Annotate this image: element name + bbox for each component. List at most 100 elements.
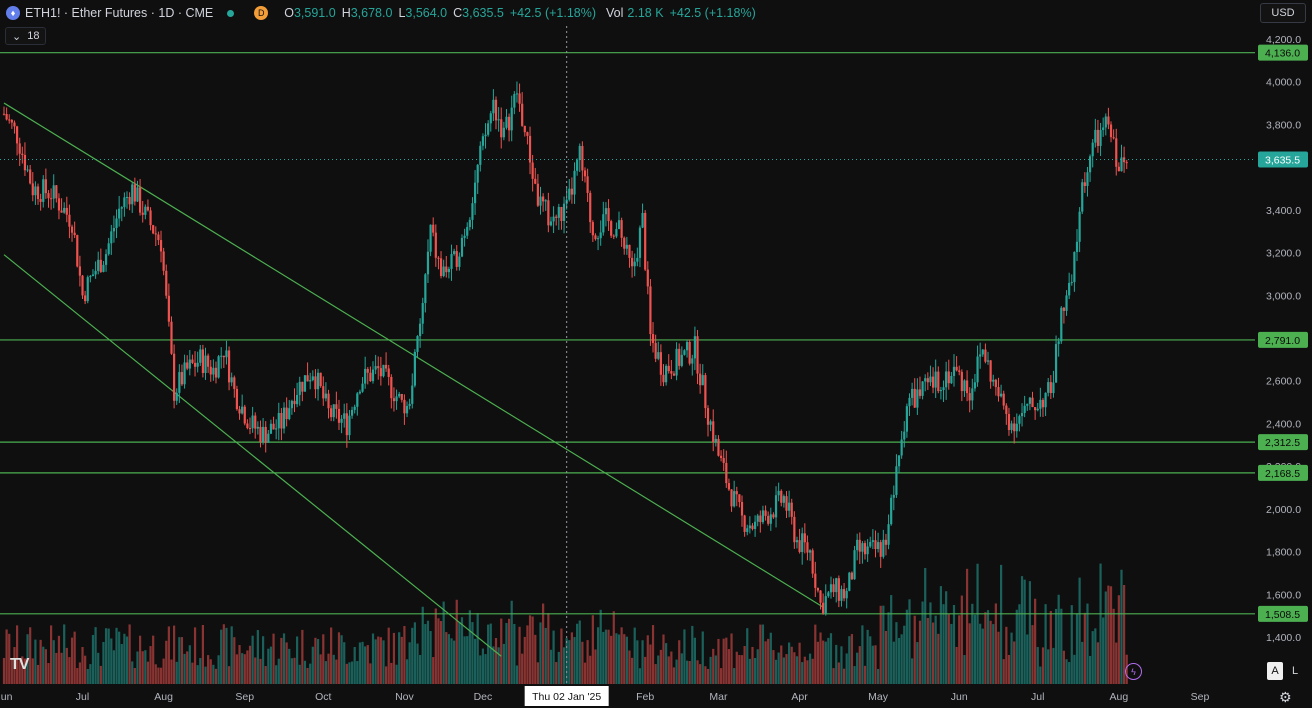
volume-bar — [887, 612, 890, 684]
currency-selector[interactable]: USD — [1260, 3, 1306, 23]
price-tick-label: 1,600.0 — [1266, 589, 1301, 601]
candle-body — [788, 502, 791, 511]
volume-bar — [497, 647, 500, 684]
candle-body — [816, 587, 820, 591]
candles — [2, 81, 1128, 616]
volume-bar — [748, 658, 751, 684]
volume-bar — [102, 641, 105, 684]
candle-body — [879, 542, 882, 557]
volume-bar — [542, 603, 545, 684]
volume-bar — [165, 640, 168, 684]
candle-body — [416, 336, 419, 352]
candle-body — [1002, 393, 1005, 406]
candle-body — [678, 348, 681, 366]
volume-bar — [667, 656, 670, 684]
volume-bar — [976, 563, 979, 684]
level-tag-label: 1,508.5 — [1265, 609, 1300, 621]
candle-body — [377, 366, 380, 369]
candle-body — [696, 336, 699, 374]
volume-bar — [691, 625, 694, 684]
log-scale-button[interactable]: L — [1291, 665, 1299, 677]
volume-bar — [610, 635, 613, 684]
candle-body — [709, 421, 712, 425]
candle-body — [1031, 397, 1034, 408]
candle-body — [188, 359, 191, 369]
volume-bar — [1099, 563, 1102, 684]
candle-body — [1020, 412, 1024, 417]
volume-bar — [1010, 632, 1013, 684]
volume-bar — [714, 655, 717, 684]
candle-body — [521, 103, 524, 126]
volume-bar — [369, 663, 372, 684]
volume-bar — [992, 624, 995, 684]
indicators-toggle[interactable]: ⌄ 18 — [5, 27, 47, 45]
candle-body — [382, 364, 385, 377]
candle-body — [1104, 116, 1107, 128]
volume-bar — [110, 638, 113, 684]
gear-icon[interactable]: ⚙ — [1279, 689, 1292, 705]
volume-bar — [1107, 585, 1110, 684]
volume-bar — [759, 624, 762, 684]
volume-bar — [688, 660, 691, 684]
candle-body — [1054, 344, 1058, 383]
volume-bar — [654, 664, 657, 684]
volume-bar — [337, 632, 341, 684]
lightning-icon[interactable]: ϟ — [1125, 663, 1142, 680]
volume-bar — [259, 658, 262, 684]
volume-bar — [704, 666, 707, 684]
volume-bar — [400, 636, 403, 684]
candle-body — [8, 119, 11, 121]
candle-body — [1052, 382, 1055, 394]
volume-bar — [408, 642, 411, 684]
candle-body — [675, 348, 678, 376]
candle-body — [463, 235, 466, 238]
volume-bar — [772, 650, 775, 684]
volume-bar — [863, 665, 867, 684]
symbol-title[interactable]: ETH1! · Ether Futures · 1D · CME — [25, 6, 214, 20]
volume-bar — [1075, 613, 1079, 684]
candle-body — [337, 408, 341, 423]
chart-header: ♦ ETH1! · Ether Futures · 1D · CME D O 3,… — [0, 0, 1250, 26]
candle-body — [578, 146, 581, 161]
volume-bar — [207, 655, 210, 684]
candle-body — [552, 216, 555, 222]
volume-bar — [1036, 647, 1039, 684]
time-tick-label: Sep — [1191, 691, 1210, 703]
volume-bar — [672, 667, 676, 684]
volume-bar — [125, 636, 129, 684]
vol-value: 2.18 K — [627, 6, 664, 20]
volume-bar — [1005, 626, 1008, 684]
candle-body — [193, 362, 197, 367]
volume-bar — [1047, 649, 1050, 684]
candle-body — [94, 270, 97, 275]
volume-bar — [753, 658, 757, 684]
candle-body — [513, 94, 516, 108]
volume-bar — [633, 627, 636, 684]
candle-body — [306, 375, 309, 382]
candle-body — [296, 394, 299, 405]
volume-bar — [267, 648, 270, 684]
candle-body — [110, 231, 113, 244]
volume-bar — [628, 650, 631, 684]
volume-bar — [641, 640, 644, 684]
volume-bar — [785, 654, 788, 684]
trendline — [3, 254, 502, 657]
candle-body — [502, 127, 505, 138]
time-tick-label: Nov — [395, 691, 414, 703]
candle-body — [950, 375, 953, 384]
candle-body — [458, 256, 461, 267]
volume-bar — [521, 653, 524, 684]
volume-bar — [361, 641, 364, 684]
candle-body — [175, 392, 178, 401]
volume-bar — [343, 642, 346, 684]
volume-bar — [277, 658, 280, 684]
auto-scale-button[interactable]: A — [1267, 662, 1283, 680]
candle-body — [118, 208, 121, 219]
candle-body — [104, 254, 108, 265]
candle-body — [976, 356, 979, 383]
price-tick-label: 1,800.0 — [1266, 547, 1301, 559]
candle-body — [913, 388, 916, 408]
candle-body — [845, 590, 848, 599]
candle-body — [476, 164, 479, 183]
